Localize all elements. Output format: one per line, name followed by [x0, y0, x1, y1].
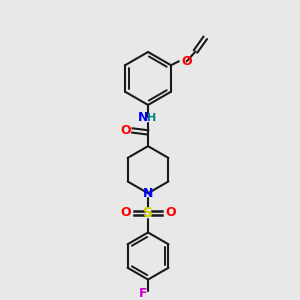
Text: N: N [138, 111, 148, 124]
Text: N: N [143, 187, 153, 200]
Text: O: O [165, 206, 176, 219]
Text: H: H [147, 113, 157, 123]
Text: O: O [120, 124, 131, 137]
Text: O: O [120, 206, 131, 219]
Text: F: F [139, 287, 147, 300]
Text: S: S [143, 206, 153, 220]
Text: O: O [182, 55, 192, 68]
